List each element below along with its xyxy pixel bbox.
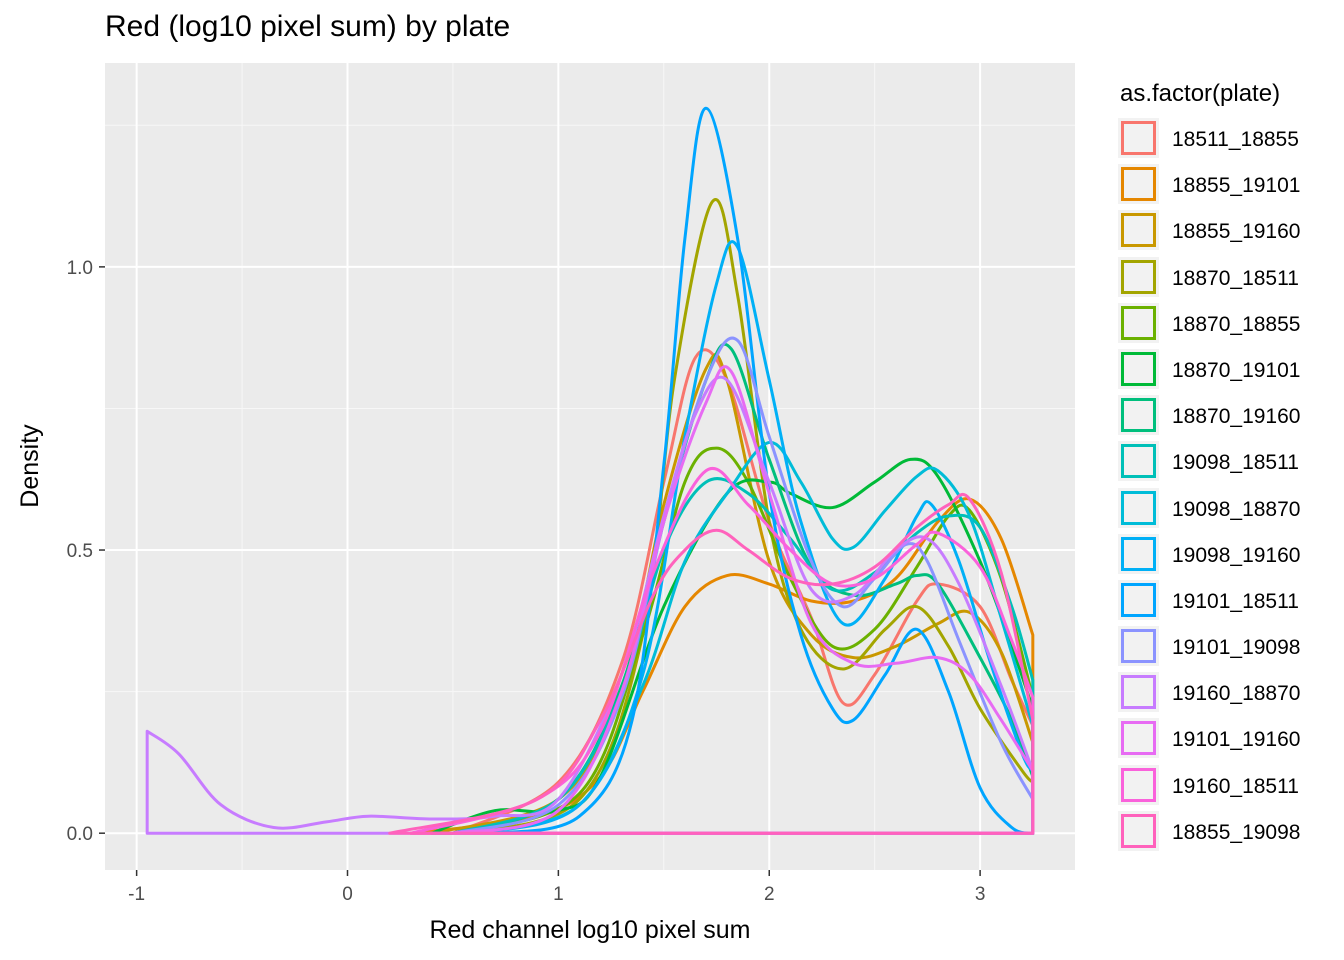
- legend-key: [1118, 672, 1159, 713]
- legend-swatch: [1121, 813, 1156, 848]
- legend-key: [1118, 764, 1159, 805]
- legend-key: [1118, 810, 1159, 851]
- legend-swatch: [1121, 629, 1156, 664]
- legend-label: 19160_18870: [1172, 682, 1301, 706]
- legend-key: [1118, 256, 1159, 297]
- legend-key: [1118, 395, 1159, 436]
- legend-label: 19098_18511: [1172, 451, 1299, 475]
- density-curve-19101-19160: [451, 365, 1035, 835]
- x-tick-label: 3: [975, 884, 986, 905]
- legend-key: [1118, 718, 1159, 759]
- legend-label: 19101_18511: [1172, 589, 1299, 613]
- density-curve-18870-19101: [430, 457, 1035, 835]
- density-curve-18870-19160: [451, 342, 1035, 835]
- chart-title: Red (log10 pixel sum) by plate: [105, 10, 511, 43]
- legend-title: as.factor(plate): [1120, 80, 1281, 107]
- legend-label: 18870_19101: [1172, 358, 1301, 382]
- legend-key: [1118, 626, 1159, 667]
- density-curve-19160-18511: [409, 467, 1035, 835]
- density-curve-18855-19098: [388, 493, 1035, 835]
- legend-swatch: [1121, 536, 1156, 571]
- y-tick-label: 1.0: [67, 258, 93, 279]
- legend-key: [1118, 118, 1159, 158]
- legend-label: 19098_18870: [1172, 497, 1301, 521]
- legend-label: 18855_19160: [1172, 220, 1301, 244]
- legend-label: 18855_19101: [1172, 174, 1301, 198]
- legend-label: 19101_19098: [1172, 636, 1301, 660]
- legend-label: 18855_19098: [1172, 820, 1301, 844]
- legend-label: 18870_18511: [1172, 266, 1299, 290]
- legend-label: 19098_19160: [1172, 543, 1301, 567]
- legend-label: 18870_19160: [1172, 405, 1301, 429]
- legend-swatch: [1121, 767, 1156, 802]
- legend-key: [1118, 348, 1159, 389]
- legend-key: [1118, 579, 1159, 620]
- legend-label: 19160_18511: [1172, 774, 1299, 798]
- legend-swatch: [1121, 259, 1156, 294]
- legend-swatch: [1121, 167, 1156, 202]
- legend-label: 18870_18855: [1172, 312, 1301, 336]
- x-axis-title: Red channel log10 pixel sum: [429, 916, 750, 944]
- x-tick-label: 1: [553, 884, 564, 905]
- density-curve-19098-19160: [472, 240, 1035, 835]
- y-axis-title: Density: [16, 424, 44, 508]
- legend-key: [1118, 164, 1159, 205]
- legend-swatch: [1121, 213, 1156, 248]
- y-tick-label: 0.0: [67, 824, 93, 845]
- x-tick-label: 2: [764, 884, 775, 905]
- density-curve-19160-18870: [145, 375, 1035, 835]
- legend-key: [1118, 487, 1159, 528]
- legend-swatch: [1121, 721, 1156, 756]
- legend-label: 19101_19160: [1172, 728, 1301, 752]
- density-curve-19098-18870: [472, 440, 1035, 835]
- legend-swatch: [1121, 582, 1156, 617]
- x-tick-label: 0: [342, 884, 353, 905]
- density-curve-19101-19098: [451, 336, 1035, 835]
- axis-ticks: [99, 266, 981, 876]
- legend-key: [1118, 302, 1159, 343]
- axis-tick-labels: -1 0 1 2 3 0.0 0.5 1.0: [67, 258, 986, 905]
- legend-swatch: [1121, 121, 1156, 155]
- y-tick-label: 0.5: [67, 541, 93, 562]
- legend-swatch: [1121, 675, 1156, 710]
- x-tick-label: -1: [128, 884, 145, 905]
- legend-swatch: [1121, 351, 1156, 386]
- legend-key: [1118, 441, 1159, 482]
- legend-swatch: [1121, 305, 1156, 340]
- legend-swatch: [1121, 398, 1156, 433]
- legend-key: [1118, 210, 1159, 251]
- density-curves: [145, 106, 1035, 835]
- density-curve-19101-18511: [493, 106, 1035, 835]
- legend-swatch: [1121, 444, 1156, 479]
- legend-key: [1118, 533, 1159, 574]
- legend-swatch: [1121, 490, 1156, 525]
- legend-label: 18511_18855: [1172, 128, 1299, 151]
